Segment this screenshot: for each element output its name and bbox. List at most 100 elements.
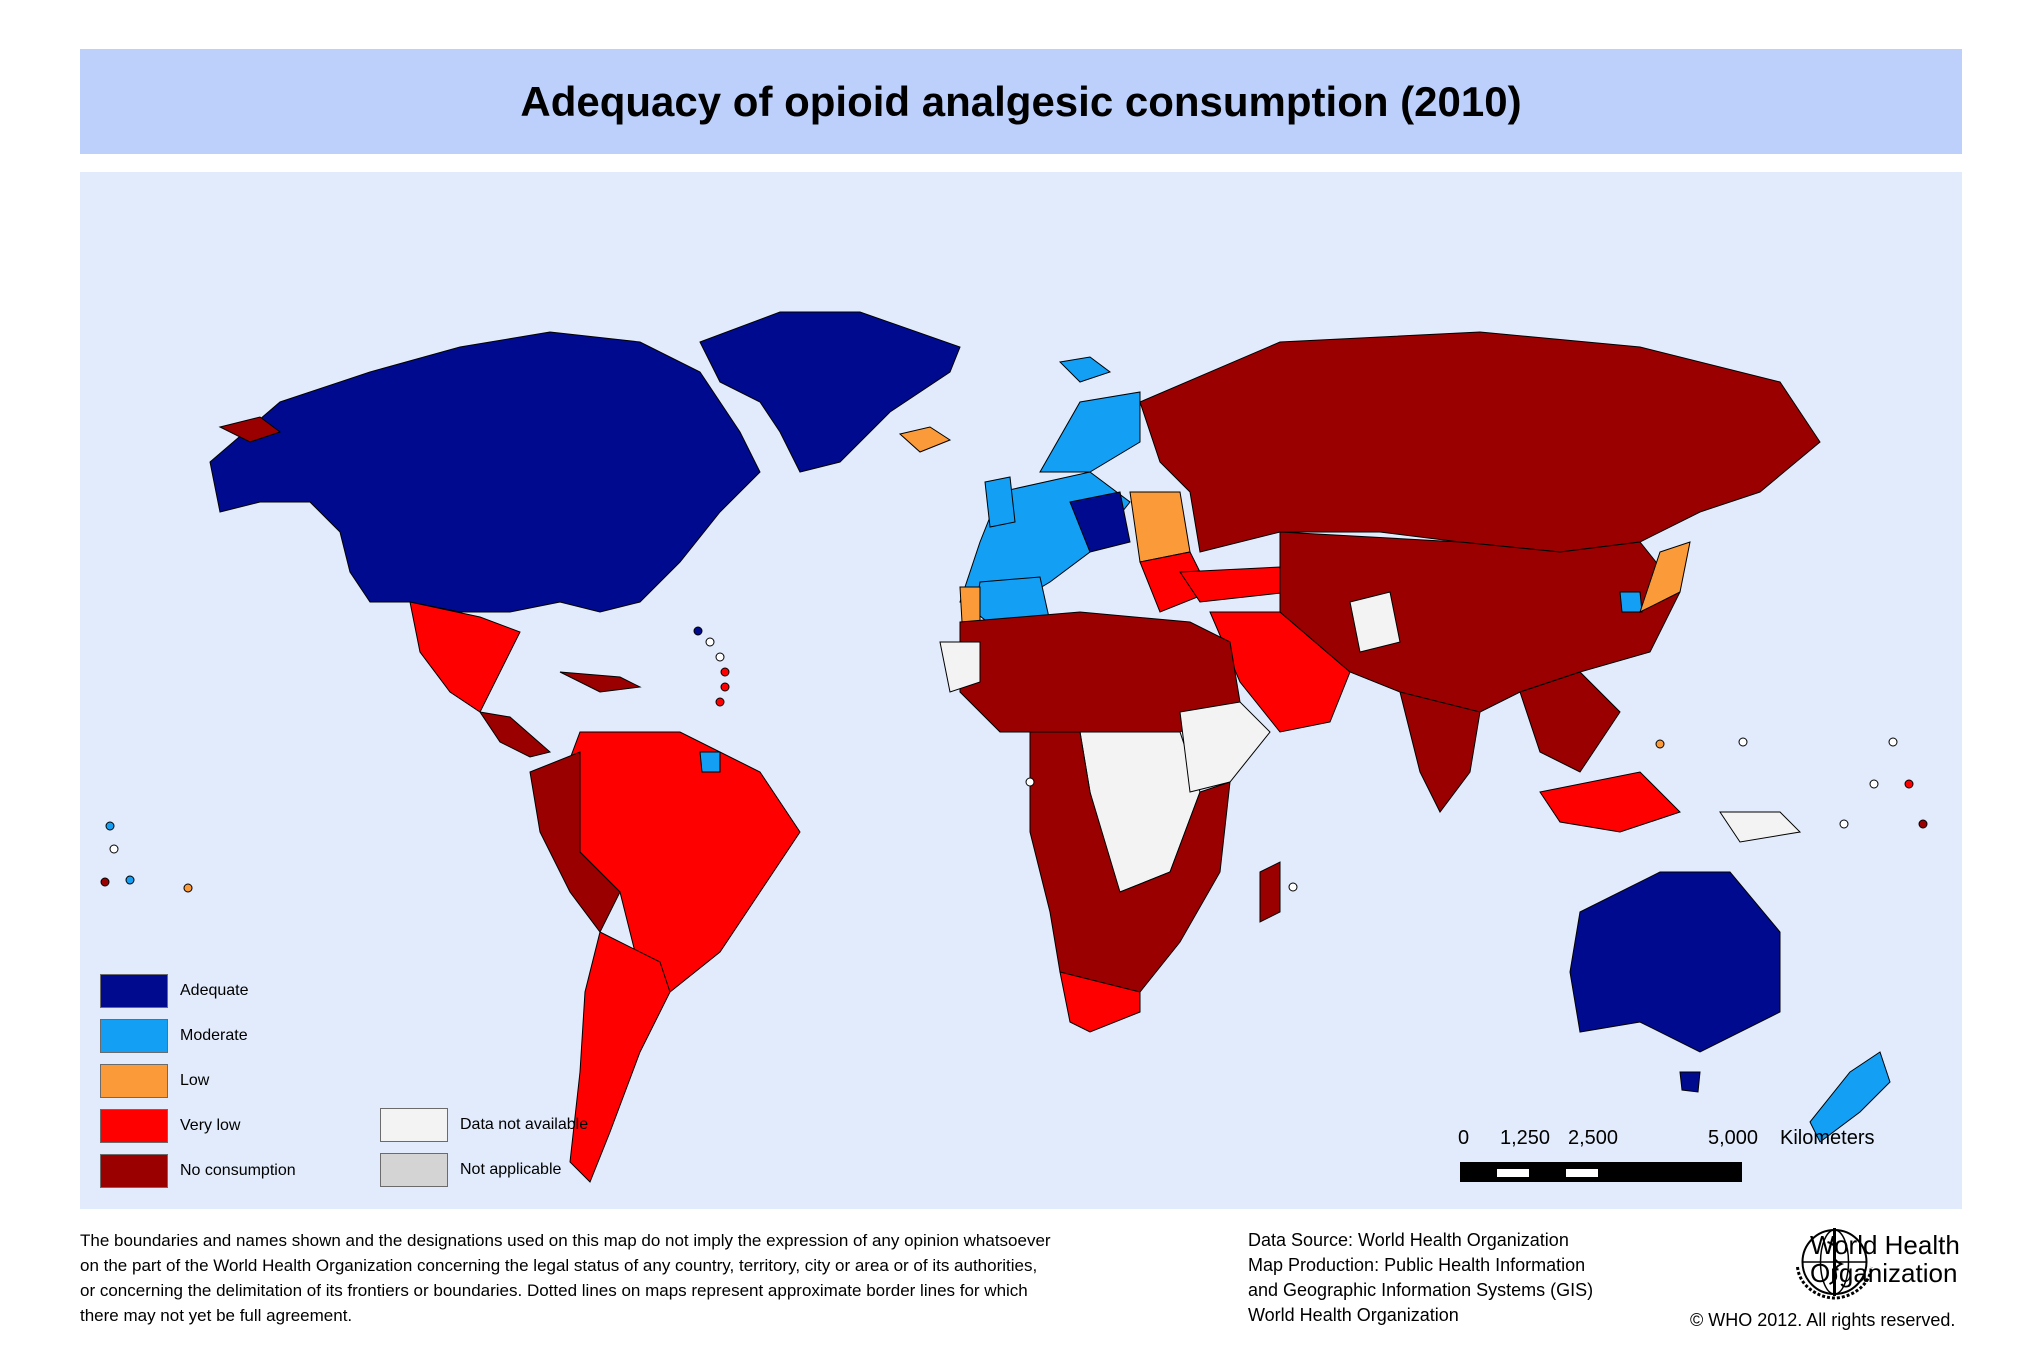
region-south-africa	[1059, 971, 1141, 1033]
disclaimer-line: on the part of the World Health Organiza…	[80, 1256, 1038, 1275]
legend-swatch	[100, 1109, 168, 1143]
disclaimer-line: there may not yet be full agreement.	[80, 1306, 353, 1325]
territory-marker	[1288, 882, 1298, 892]
region-north-america	[209, 331, 761, 613]
territory-marker	[125, 875, 135, 885]
region-svalbard	[1058, 356, 1112, 383]
region-europe-east	[1129, 491, 1191, 563]
legend-item-no-consumption: No consumption	[100, 1154, 296, 1188]
region-japan	[1639, 541, 1691, 613]
territory-marker	[715, 652, 725, 662]
map-panel: Adequate Moderate Low Very low No consum…	[80, 172, 1962, 1209]
territory-marker	[1839, 819, 1849, 829]
copyright: © WHO 2012. All rights reserved.	[1690, 1310, 1956, 1330]
source-line: and Geographic Information Systems (GIS)	[1248, 1280, 1594, 1300]
title-bar: Adequacy of opioid analgesic consumption…	[80, 49, 1962, 154]
legend-swatch	[100, 1154, 168, 1188]
region-iceland	[898, 426, 952, 453]
legend-label: Low	[180, 1072, 210, 1089]
region-russia	[1139, 331, 1821, 553]
territory-marker	[1904, 779, 1914, 789]
legend-label: No consumption	[180, 1162, 296, 1179]
region-alaska-islands	[218, 416, 282, 443]
region-tasmania	[1679, 1071, 1701, 1093]
legend-item-moderate: Moderate	[100, 1019, 248, 1053]
legend-swatch	[380, 1153, 448, 1187]
scale-tick-label: 2,500	[1568, 1127, 1619, 1149]
legend-swatch	[100, 974, 168, 1008]
region-french-guiana	[699, 751, 721, 773]
legend-label: Not applicable	[460, 1161, 562, 1178]
region-portugal	[959, 586, 981, 623]
disclaimer-line: or concerning the delimitation of its fr…	[80, 1281, 1028, 1300]
scale-tick-label: 0	[1458, 1127, 1470, 1149]
legend-item-low: Low	[100, 1064, 209, 1098]
legend-label: Data not available	[460, 1116, 589, 1133]
territory-marker	[705, 637, 715, 647]
map-title: Adequacy of opioid analgesic consumption…	[520, 77, 1522, 125]
region-australia	[1569, 871, 1781, 1053]
territory-marker	[109, 844, 119, 854]
who-name-line: Organization	[1810, 1258, 1958, 1288]
scale-tick-label: 5,000	[1708, 1127, 1759, 1149]
region-korea	[1619, 591, 1643, 613]
region-andes	[529, 751, 621, 933]
region-new-zealand	[1809, 1051, 1891, 1143]
scale-unit: Kilometers	[1780, 1127, 1875, 1149]
region-south-asia-na	[1349, 591, 1401, 653]
disclaimer-line: The boundaries and names shown and the d…	[80, 1231, 1051, 1250]
territory-marker	[1869, 779, 1879, 789]
legend-item-very-low: Very low	[100, 1109, 240, 1143]
region-madagascar	[1259, 861, 1281, 923]
territory-marker	[693, 626, 703, 636]
region-east-africa	[1179, 701, 1271, 793]
legend-swatch	[380, 1108, 448, 1142]
legend-item-not-applicable: Not applicable	[380, 1153, 561, 1187]
region-india	[1399, 691, 1481, 813]
territory-marker	[100, 877, 110, 887]
region-caribbean	[559, 671, 642, 693]
legend-item-data-not-available: Data not available	[380, 1108, 588, 1142]
territory-marker	[1655, 739, 1665, 749]
region-png	[1719, 811, 1802, 843]
scale-tick-label: 1,250	[1500, 1127, 1551, 1149]
legend-label: Very low	[180, 1117, 241, 1134]
source-line: Data Source: World Health Organization	[1248, 1230, 1569, 1250]
scale-bar-graphic	[1460, 1162, 1742, 1182]
scale-bar: 0 1,250 2,500 5,000 Kilometers	[1458, 1127, 1874, 1197]
source-line: World Health Organization	[1248, 1305, 1459, 1325]
region-greenland	[699, 311, 961, 473]
region-southern-africa	[1029, 731, 1231, 1003]
region-turkey	[1179, 566, 1291, 603]
who-name-line: World Health	[1810, 1230, 1960, 1260]
who-name: World Health Organization	[1810, 1231, 1960, 1287]
territory-marker	[1738, 737, 1748, 747]
region-argentina-chile	[569, 931, 671, 1183]
region-asia-south	[1279, 531, 1681, 733]
territory-marker	[715, 697, 725, 707]
region-indonesia	[1539, 771, 1681, 833]
territory-marker	[720, 667, 730, 677]
legend-swatch	[100, 1019, 168, 1053]
territory-marker	[1918, 819, 1928, 829]
territory-marker	[720, 682, 730, 692]
region-southeast-asia	[1519, 671, 1621, 773]
data-source: Data Source: World Health Organization M…	[1248, 1228, 1593, 1328]
territory-marker	[1025, 777, 1035, 787]
region-europe-central	[1069, 491, 1131, 553]
legend-label: Adequate	[180, 982, 249, 999]
legend-swatch	[100, 1064, 168, 1098]
disclaimer: The boundaries and names shown and the d…	[80, 1228, 1051, 1328]
territory-marker	[105, 821, 115, 831]
region-western-sahara	[939, 641, 981, 693]
who-emblem-icon	[1796, 1228, 1873, 1300]
region-mexico	[409, 601, 521, 713]
region-scandinavia	[1039, 391, 1141, 473]
territory-marker	[1888, 737, 1898, 747]
legend-item-adequate: Adequate	[100, 974, 249, 1008]
region-uk	[984, 476, 1016, 528]
world-map	[100, 311, 1928, 1183]
source-line: Map Production: Public Health Informatio…	[1248, 1255, 1586, 1275]
region-central-america	[478, 711, 552, 758]
legend-label: Moderate	[180, 1027, 248, 1044]
